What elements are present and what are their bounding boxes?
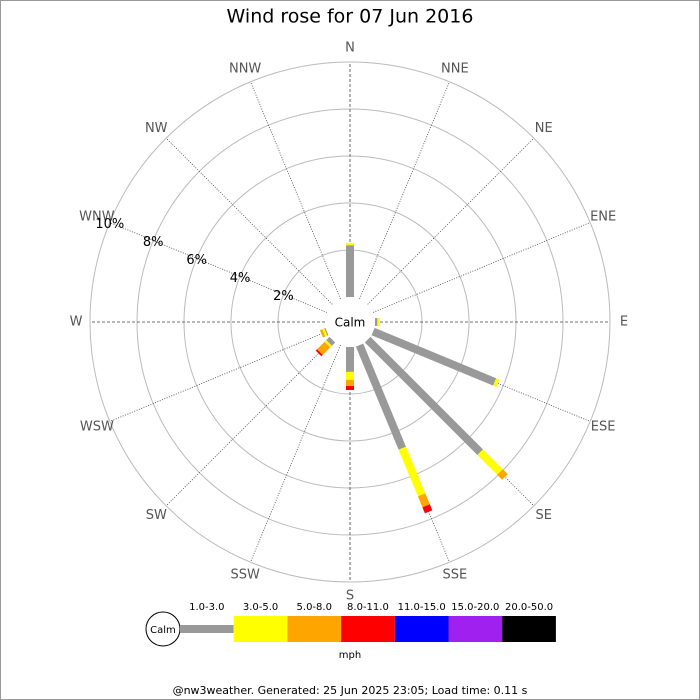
- bar-segment: [422, 504, 433, 514]
- direction-label: NNW: [229, 61, 261, 76]
- bar-segment: [355, 343, 406, 450]
- bar-segment: [398, 446, 426, 497]
- ring: [89, 61, 611, 583]
- direction-label: WSW: [80, 419, 114, 434]
- legend-label: 15.0-20.0: [451, 602, 499, 613]
- legend-label: 8.0-11.0: [347, 602, 389, 613]
- bar-segment: [319, 329, 326, 338]
- spoke: [109, 331, 328, 422]
- spoke: [165, 137, 333, 305]
- ring: [230, 202, 470, 442]
- chart-title: Wind rose for 07 Jun 2016: [227, 6, 474, 28]
- legend-swatch: [287, 616, 342, 642]
- bar-segment: [315, 349, 323, 357]
- bar-segment: [371, 327, 497, 386]
- legend-swatch: [180, 625, 234, 633]
- bar-segment: [477, 449, 503, 475]
- legend-label: 5.0-8.0: [297, 602, 332, 613]
- bar-segment: [364, 336, 484, 456]
- spoke: [109, 222, 328, 313]
- legend-label: 1.0-3.0: [189, 602, 224, 613]
- spoke: [367, 137, 535, 305]
- bar-segment: [317, 341, 331, 355]
- direction-label: ESE: [591, 419, 616, 434]
- bar-segment: [497, 469, 508, 480]
- direction-label: SSW: [230, 568, 260, 583]
- calm-circle: [332, 304, 368, 340]
- direction-label: NW: [145, 121, 168, 136]
- spoke: [250, 344, 341, 563]
- legend-label: 11.0-15.0: [398, 602, 446, 613]
- legend-calm-label: Calm: [150, 625, 176, 636]
- ring-label: 2%: [273, 289, 294, 304]
- direction-label: SSE: [442, 568, 467, 583]
- spoke: [359, 81, 450, 300]
- direction-label: E: [620, 315, 628, 330]
- spoke: [250, 81, 341, 300]
- calm-label: Calm: [335, 316, 366, 330]
- direction-label: N: [345, 41, 355, 56]
- footer: @nw3weather. Generated: 25 Jun 2025 23:0…: [173, 684, 528, 697]
- bar-segment: [322, 328, 328, 337]
- direction-label: NNE: [441, 61, 469, 76]
- legend-swatch: [394, 616, 449, 642]
- ring-label: 8%: [143, 235, 164, 250]
- spoke: [165, 339, 333, 507]
- bar-segment: [324, 340, 332, 348]
- legend-swatch: [233, 616, 288, 642]
- legend-unit: mph: [339, 650, 361, 661]
- legend-swatch: [341, 616, 395, 642]
- direction-label: NE: [535, 121, 553, 136]
- direction-label: ENE: [590, 210, 616, 225]
- ring-label: 4%: [230, 271, 251, 286]
- direction-label: SE: [536, 508, 552, 523]
- bar-segment: [326, 336, 336, 346]
- direction-label: W: [70, 315, 83, 330]
- direction-label: SW: [146, 508, 167, 523]
- direction-label: WNW: [79, 210, 115, 225]
- legend-label: 20.0-50.0: [505, 602, 553, 613]
- legend-label: 3.0-5.0: [243, 602, 278, 613]
- direction-label: S: [346, 589, 354, 604]
- legend-swatch: [502, 616, 556, 642]
- spoke: [372, 222, 591, 313]
- legend-swatch: [448, 616, 503, 642]
- ring-label: 6%: [186, 253, 207, 268]
- ring-label: 10%: [95, 217, 124, 232]
- bar-segment: [493, 378, 500, 387]
- bar-segment: [417, 493, 430, 508]
